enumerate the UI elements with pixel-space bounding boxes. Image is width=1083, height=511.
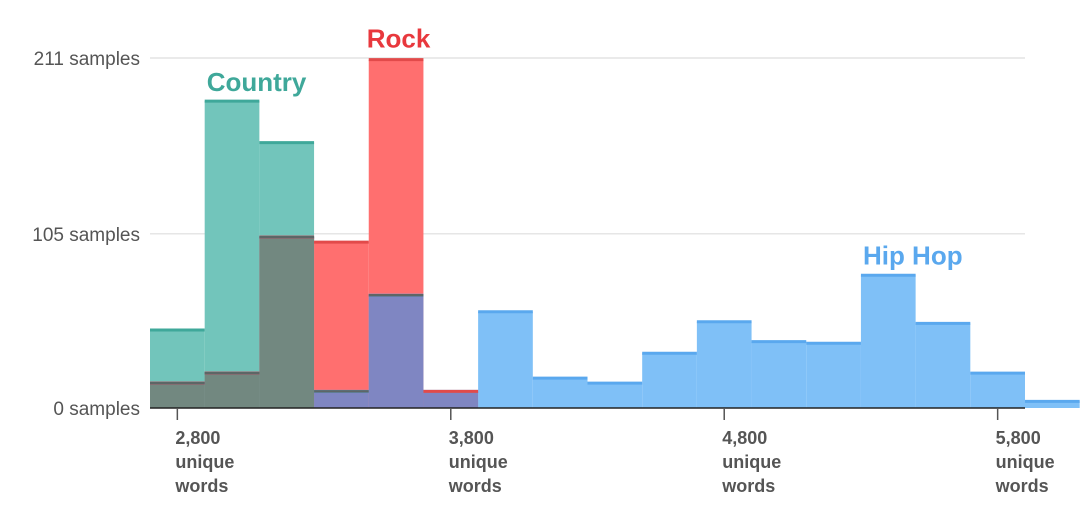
x-tick-label: 5,800 [996, 428, 1041, 448]
bar-overlap [259, 237, 315, 408]
bar-hip-hop [642, 353, 697, 408]
x-tick-label: 3,800 [449, 428, 494, 448]
x-tick-label: unique [722, 452, 781, 472]
series-label-hip-hop: Hip Hop [863, 240, 963, 270]
bar-hip-hop [806, 343, 861, 408]
y-tick-label: 211 samples [34, 49, 140, 70]
bar-overlap [150, 383, 205, 408]
bar-hip-hop [1025, 401, 1080, 408]
bar-rock [314, 242, 369, 408]
bar-hip-hop [696, 321, 752, 408]
series-labels: Country Rock Hip Hop [207, 24, 963, 271]
bar-overlap [423, 391, 479, 408]
x-tick-label: unique [175, 452, 234, 472]
x-tick-label: words [721, 476, 775, 496]
bar-hip-hop [532, 378, 588, 408]
bar-hip-hop [478, 311, 533, 408]
x-tick-label: 4,800 [722, 428, 767, 448]
x-axis-ticks: 2,800 unique words 3,800 unique words 4,800 uni… [174, 408, 1055, 496]
x-tick-label: words [995, 476, 1049, 496]
bar-overlap [368, 295, 424, 408]
bar-country [204, 101, 260, 408]
bar-hip-hop [751, 341, 807, 408]
bar-hip-hop [915, 323, 971, 408]
x-tick-label: 2,800 [175, 428, 220, 448]
step-outlines [150, 58, 1080, 403]
series-label-country: Country [207, 67, 307, 97]
series-label-rock: Rock [367, 24, 431, 54]
bar-hip-hop [587, 383, 643, 408]
x-tick-label: unique [996, 452, 1055, 472]
overlap-bars [150, 237, 479, 408]
x-tick-label: words [174, 476, 228, 496]
y-axis-ticks: 0 samples 105 samples 211 samples [32, 49, 140, 420]
bar-overlap [204, 373, 260, 408]
x-tick-label: unique [449, 452, 508, 472]
x-tick-label: words [448, 476, 502, 496]
y-tick-label: 105 samples [32, 225, 140, 246]
bar-hip-hop [860, 275, 916, 408]
bar-hip-hop [970, 373, 1025, 408]
y-tick-label: 0 samples [53, 399, 140, 420]
bar-overlap [314, 391, 369, 408]
